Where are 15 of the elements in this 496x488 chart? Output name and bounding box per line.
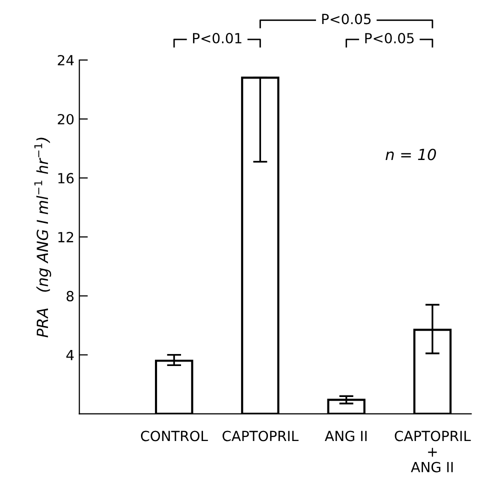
y-tick-label: 16 (58, 172, 74, 184)
y-tick-label: 12 (58, 232, 74, 242)
x-tick-label: CONTROL (140, 430, 208, 442)
x-tick-label: CAPTOPRIL (222, 430, 299, 442)
text: P<0.05 (365, 32, 414, 44)
x-tick-label: ANG II (324, 430, 367, 442)
y-tick-label: 20 (58, 114, 74, 124)
x-tick-label: CAPTOPRIL + ANG II (394, 430, 471, 472)
text: P<0.01 (193, 32, 242, 44)
y-axis-title: PRA (ng ANG I ml$^{−1}$ hr$^{−1}$) (34, 138, 52, 338)
y-tick-label: 8 (66, 290, 74, 302)
annotation: n = 10 (386, 148, 436, 160)
text: P<0.05 (322, 14, 371, 24)
y-tick-label: 24 (58, 54, 74, 66)
y-tick-label: 4 (66, 350, 74, 360)
